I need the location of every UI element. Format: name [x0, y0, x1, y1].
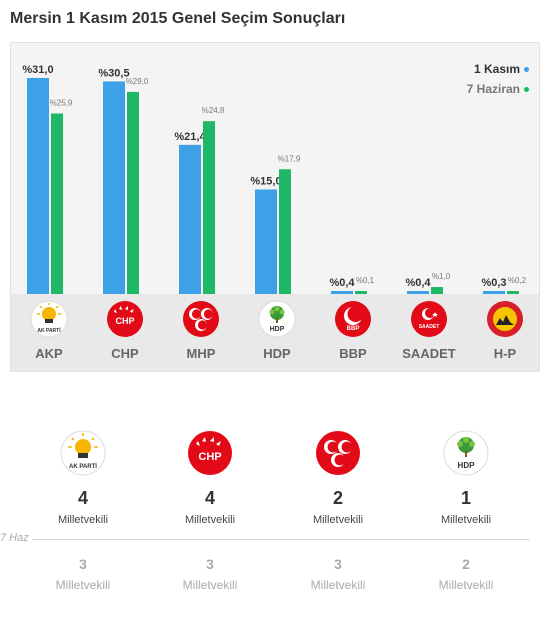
seat-summary: AK PARTİ 4 Milletvekili 3 Milletvekili C… — [0, 430, 556, 640]
party-column-hdp: HDP HDP — [239, 294, 315, 371]
data-label-mhp-previous: %24,8 — [202, 106, 225, 115]
data-label-h-p-previous: %0,2 — [508, 276, 527, 285]
hdp-logo-icon: HDP — [443, 430, 489, 476]
akp-logo-icon: AK PARTİ — [30, 300, 68, 338]
party-name: CHP — [111, 346, 139, 361]
bar-chp-current — [103, 81, 125, 294]
seat-label-current: Milletvekili — [312, 514, 364, 526]
bar-mhp-current — [179, 144, 201, 294]
chp-logo-icon: CHP — [188, 431, 232, 475]
party-name: AKP — [35, 346, 63, 361]
akp-logo-text: AK PARTİ — [69, 463, 97, 470]
party-column-saadet: SAADET SAADET — [391, 294, 467, 371]
seat-count-current: 2 — [332, 488, 343, 508]
akp-logo-text: AK PARTİ — [37, 327, 61, 334]
party-name: BBP — [339, 346, 367, 361]
seat-label-current: Milletvekili — [440, 514, 492, 526]
chp-logo-icon: CHP — [107, 301, 143, 337]
bar-h-p-current — [483, 291, 505, 294]
data-label-chp-current: %30,5 — [98, 67, 129, 79]
party-column-bbp: BBP BBP — [315, 294, 391, 371]
bar-hdp-current — [255, 189, 277, 294]
hdp-logo-text: HDP — [458, 461, 476, 470]
bar-mhp-previous — [203, 121, 215, 294]
legend-previous-dot — [524, 87, 529, 93]
data-label-hdp-previous: %17,9 — [278, 154, 301, 163]
data-label-h-p-current: %0,3 — [481, 277, 506, 289]
legend-current-label: 1 Kasım — [473, 62, 520, 76]
party-column-akp: AK PARTİ AKP — [11, 294, 87, 371]
legend-current-dot — [524, 67, 529, 73]
chart-legend: 1 Kasım 7 Haziran — [467, 59, 529, 99]
data-label-bbp-previous: %0,1 — [356, 276, 375, 285]
previous-divider — [32, 539, 530, 540]
seat-count-previous: 3 — [79, 556, 87, 572]
bbp-logo-icon: BBP — [335, 301, 371, 337]
seat-count-previous: 3 — [206, 556, 214, 572]
bar-saadet-current — [407, 291, 429, 294]
saadet-logo-icon: SAADET — [411, 301, 447, 337]
party-column-chp: CHP CHP — [87, 294, 163, 371]
seat-label-previous: Milletvekili — [310, 578, 366, 592]
seat-count-current: 4 — [77, 488, 88, 508]
party-name: SAADET — [402, 346, 456, 361]
bar-bbp-previous — [355, 291, 367, 294]
chp-logo-text: CHP — [198, 451, 221, 463]
party-strip: AK PARTİ AKP CHP CHP MHP — [11, 294, 539, 371]
data-label-saadet-previous: %1,0 — [432, 272, 451, 281]
bar-hdp-previous — [279, 169, 291, 294]
data-label-mhp-current: %21,4 — [174, 131, 206, 143]
bar-bbp-current — [331, 291, 353, 294]
data-label-hdp-current: %15,0 — [250, 175, 281, 187]
saadet-logo-text: SAADET — [419, 324, 440, 330]
mhp-logo-icon — [183, 301, 219, 337]
previous-election-tag: 7 Haz — [0, 532, 29, 544]
hdp-logo-text: HDP — [270, 326, 285, 333]
hdp-logo-icon: HDP — [258, 300, 296, 338]
chp-logo-text: CHP — [115, 316, 134, 326]
bar-saadet-previous — [431, 287, 443, 294]
seat-label-current: Milletvekili — [57, 514, 109, 526]
data-label-akp-previous: %25,9 — [50, 99, 73, 108]
data-label-bbp-current: %0,4 — [329, 277, 355, 289]
seat-count-previous: 2 — [462, 556, 470, 572]
seat-count-previous: 3 — [334, 556, 342, 572]
bbp-logo-text: BBP — [347, 326, 360, 332]
seat-count-current: 1 — [460, 488, 471, 508]
hp-logo-icon — [487, 301, 523, 337]
party-name: HDP — [263, 346, 291, 361]
page-title: Mersin 1 Kasım 2015 Genel Seçim Sonuçlar… — [10, 10, 346, 27]
data-label-akp-current: %31,0 — [22, 64, 53, 76]
bar-h-p-previous — [507, 291, 519, 294]
legend-item-previous: 7 Haziran — [467, 79, 529, 99]
seat-label-current: Milletvekili — [184, 514, 236, 526]
bar-chart: %31,0 %25,9 %30,5%29,0 %21,4 %24,8 %15,0 %17,9… — [22, 64, 527, 294]
party-name: MHP — [186, 346, 216, 361]
chart-panel: %31,0 %25,9 %30,5 %29,0 %21,4 %24,8 %15,0 %17,9… — [10, 42, 540, 372]
seat-label-previous: Milletvekili — [55, 578, 111, 592]
seat-label-previous: Milletvekili — [438, 578, 494, 592]
bar-akp-current — [27, 77, 49, 294]
data-label-chp-previous: %29,0 — [126, 77, 149, 86]
party-column-hp: H-P — [467, 294, 543, 371]
data-label-saadet-current: %0,4 — [405, 277, 431, 289]
mhp-logo-icon — [316, 431, 360, 475]
legend-item-current: 1 Kasım — [467, 59, 529, 79]
bar-akp-previous — [51, 113, 63, 294]
seat-count-current: 4 — [204, 488, 215, 508]
legend-previous-label: 7 Haziran — [466, 82, 520, 96]
seat-label-previous: Milletvekili — [182, 578, 238, 592]
party-name: H-P — [493, 346, 517, 361]
akp-logo-icon: AK PARTİ — [60, 430, 106, 476]
bar-chp-previous — [127, 91, 139, 294]
party-column-mhp: MHP — [163, 294, 239, 371]
